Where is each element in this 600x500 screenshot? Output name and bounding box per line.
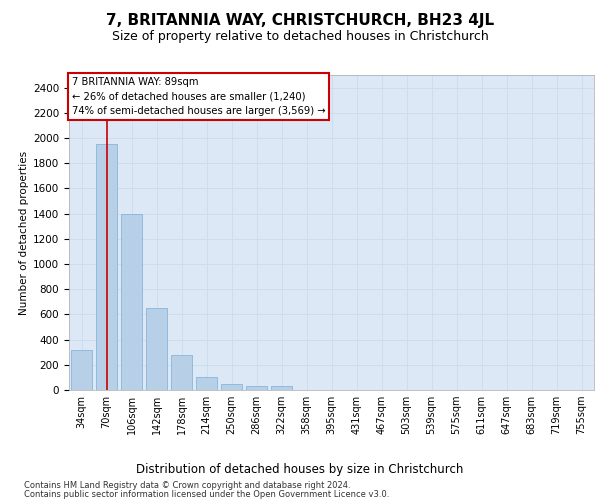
Y-axis label: Number of detached properties: Number of detached properties — [19, 150, 29, 314]
Bar — [121, 214, 142, 390]
Bar — [171, 354, 192, 390]
Bar — [71, 350, 92, 390]
Text: Distribution of detached houses by size in Christchurch: Distribution of detached houses by size … — [136, 462, 464, 475]
Bar — [246, 386, 267, 390]
Text: Size of property relative to detached houses in Christchurch: Size of property relative to detached ho… — [112, 30, 488, 43]
Bar — [146, 308, 167, 390]
Text: 7, BRITANNIA WAY, CHRISTCHURCH, BH23 4JL: 7, BRITANNIA WAY, CHRISTCHURCH, BH23 4JL — [106, 12, 494, 28]
Bar — [196, 378, 217, 390]
Bar — [96, 144, 117, 390]
Bar — [271, 386, 292, 390]
Text: 7 BRITANNIA WAY: 89sqm
← 26% of detached houses are smaller (1,240)
74% of semi-: 7 BRITANNIA WAY: 89sqm ← 26% of detached… — [71, 76, 325, 116]
Bar — [221, 384, 242, 390]
Text: Contains public sector information licensed under the Open Government Licence v3: Contains public sector information licen… — [24, 490, 389, 499]
Text: Contains HM Land Registry data © Crown copyright and database right 2024.: Contains HM Land Registry data © Crown c… — [24, 481, 350, 490]
